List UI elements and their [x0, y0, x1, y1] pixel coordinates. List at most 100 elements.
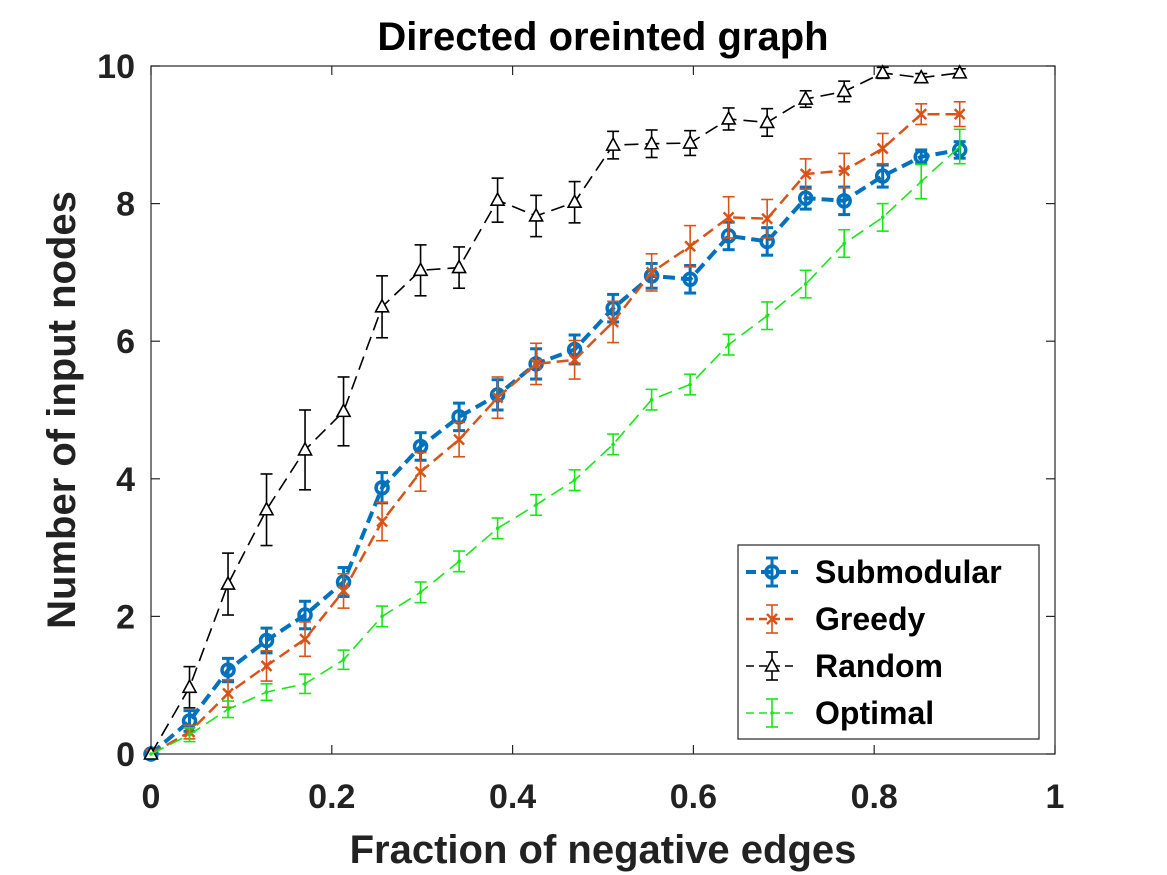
marker-x-stroke	[766, 613, 778, 625]
marker-triangle	[489, 191, 506, 206]
marker-triangle	[220, 575, 236, 590]
marker-x-stroke	[607, 316, 620, 328]
series-greedy	[145, 100, 966, 760]
legend: Submodular Greedy Random Optimal	[737, 544, 1040, 740]
marker-triangle	[836, 82, 853, 98]
series-line	[150, 145, 961, 755]
marker-triangle	[759, 113, 776, 129]
marker-dot	[534, 503, 538, 507]
marker-triangle	[335, 402, 352, 418]
marker-x-stroke	[414, 466, 427, 478]
marker-x-stroke	[722, 211, 735, 224]
marker-x	[530, 358, 542, 370]
marker-x-stroke	[491, 391, 504, 404]
marker-x	[722, 211, 735, 224]
marker-x-stroke	[568, 353, 581, 366]
marker-x-stroke	[838, 164, 851, 177]
marker-x-stroke	[260, 660, 273, 672]
marker-x-stroke	[453, 433, 465, 446]
marker-circle	[258, 632, 275, 649]
marker-x-stroke	[915, 108, 928, 121]
marker-triangle	[181, 678, 198, 694]
y-tick-label: 6	[116, 323, 135, 361]
x-tick-label: 0.8	[851, 778, 898, 816]
legend-label: Random	[815, 648, 943, 684]
x-tick-label: 0.2	[308, 778, 355, 816]
marker-circle	[297, 607, 313, 623]
marker-dot	[803, 282, 808, 286]
legend-entry-greedy: Greedy	[746, 601, 925, 637]
marker-x	[799, 168, 812, 180]
x-tick-label: 0.4	[489, 778, 536, 816]
marker-x	[953, 108, 966, 121]
marker-triangle	[566, 193, 583, 209]
chart-title: Directed oreinted graph	[377, 15, 828, 59]
marker-x	[453, 433, 465, 446]
x-axis-label: Fraction of negative edges	[350, 828, 857, 872]
marker-circle	[797, 190, 814, 206]
marker-circle	[374, 479, 390, 496]
marker-triangle	[297, 441, 313, 456]
marker-triangle	[913, 69, 930, 84]
legend-label: Greedy	[815, 601, 925, 637]
marker-dot	[611, 442, 615, 447]
x-tick-label: 1	[1046, 778, 1065, 816]
series-line	[150, 112, 960, 756]
marker-dot	[457, 559, 461, 564]
marker-dot	[303, 682, 307, 686]
marker-dot	[380, 614, 384, 619]
marker-x	[491, 391, 504, 404]
marker-dot	[264, 690, 269, 694]
marker-x-stroke	[299, 633, 311, 645]
series-optimal	[149, 128, 966, 756]
y-tick-label: 2	[116, 598, 135, 636]
legend-entry-optimal: Optimal	[746, 695, 934, 731]
marker-circle	[913, 149, 929, 165]
legend-box	[737, 544, 1040, 740]
marker-x-stroke	[799, 168, 812, 180]
legend-entry-submodular: Submodular	[746, 554, 1002, 590]
x-tick-label: 0.6	[670, 778, 717, 816]
marker-x	[684, 240, 697, 253]
marker-x-stroke	[761, 212, 774, 225]
marker-x	[915, 108, 928, 121]
marker-dot	[770, 711, 774, 715]
marker-x	[260, 660, 273, 672]
marker-triangle	[720, 110, 737, 125]
marker-x	[607, 316, 620, 328]
marker-circle	[764, 564, 780, 580]
marker-x-stroke	[530, 358, 542, 370]
marker-dot	[187, 732, 192, 737]
marker-dot	[957, 144, 962, 149]
marker-x	[761, 212, 774, 225]
marker-dot	[842, 241, 846, 246]
marker-x	[222, 687, 234, 700]
legend-entry-random: Random	[746, 648, 943, 684]
marker-x-stroke	[953, 108, 966, 121]
series-random	[143, 64, 968, 760]
marker-x-stroke	[376, 515, 388, 528]
y-tick-label: 4	[116, 461, 135, 499]
marker-x-stroke	[222, 687, 234, 700]
y-tick-label: 10	[97, 48, 135, 86]
marker-triangle	[258, 501, 275, 516]
marker-dot	[418, 590, 423, 595]
marker-x	[376, 515, 388, 528]
marker-x-stroke	[337, 585, 350, 597]
marker-x	[645, 266, 658, 279]
marker-dot	[572, 478, 577, 482]
marker-triangle	[528, 207, 544, 222]
marker-x	[568, 353, 581, 366]
marker-x-stroke	[876, 142, 889, 155]
marker-circle	[874, 168, 891, 184]
marker-dot	[649, 397, 654, 402]
marker-dot	[919, 179, 924, 184]
marker-triangle	[874, 64, 891, 79]
marker-dot	[880, 215, 885, 220]
marker-x	[299, 633, 311, 645]
marker-dot	[341, 657, 346, 662]
series-layer	[143, 64, 968, 762]
marker-dot	[726, 342, 731, 347]
